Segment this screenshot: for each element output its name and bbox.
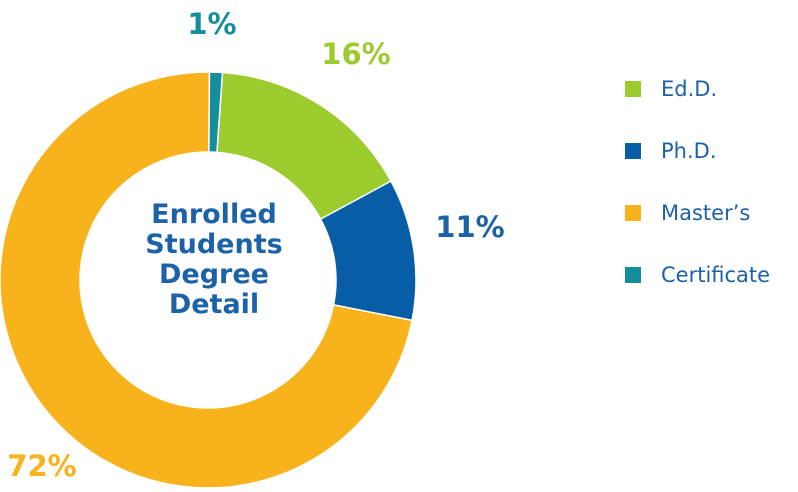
legend: Ed.D. Ph.D. Master’s Certificate (625, 72, 770, 291)
chart-title: Enrolled Students Degree Detail (114, 200, 314, 320)
legend-swatch (625, 266, 641, 283)
value-label-masters: 72% (7, 449, 76, 483)
legend-swatch (625, 80, 641, 97)
legend-label: Certificate (661, 262, 771, 287)
legend-label: Ed.D. (661, 76, 718, 101)
legend-swatch (625, 204, 641, 221)
legend-label: Ph.D. (661, 138, 717, 163)
chart-title-line: Students (145, 229, 283, 260)
value-label-phd: 11% (435, 210, 504, 244)
legend-item-edd: Ed.D. (625, 72, 770, 105)
slice-masters (0, 71, 413, 489)
chart-title-line: Enrolled (151, 199, 277, 230)
legend-item-phd: Ph.D. (625, 134, 770, 167)
chart-title-line: Detail (168, 289, 260, 320)
legend-item-masters: Master’s (625, 196, 770, 229)
chart-title-line: Degree (159, 259, 269, 290)
value-label-certificate: 1% (187, 7, 236, 41)
legend-swatch (625, 142, 641, 159)
legend-item-certificate: Certificate (625, 258, 770, 291)
value-label-edd: 16% (321, 37, 390, 71)
slice-certificate (208, 71, 224, 154)
legend-label: Master’s (661, 200, 751, 225)
